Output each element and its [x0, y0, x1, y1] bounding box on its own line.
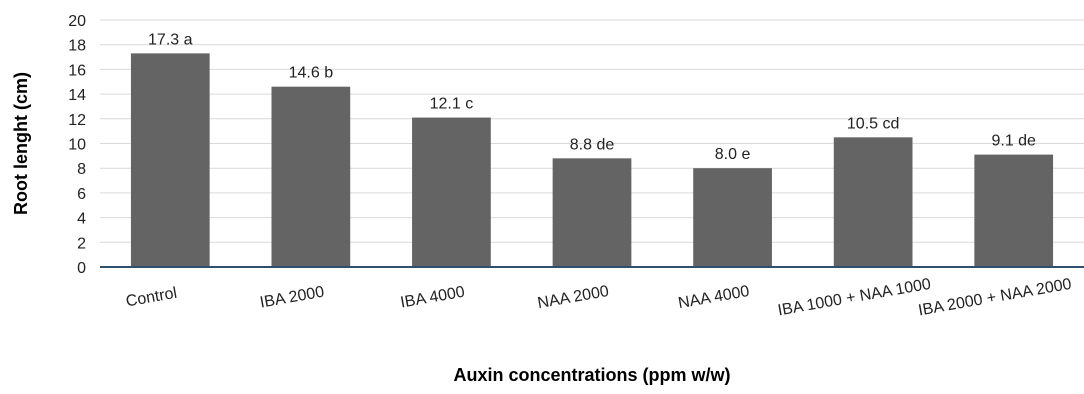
- y-axis-title: Root lenght (cm): [11, 72, 31, 215]
- y-tick-label: 20: [68, 13, 86, 30]
- bar: [552, 158, 632, 267]
- bar: [271, 86, 351, 267]
- gridlines: [100, 19, 1084, 243]
- data-label: 12.1 c: [430, 96, 474, 113]
- y-tick-label: 18: [68, 38, 86, 55]
- y-tick-label: 10: [68, 137, 86, 154]
- x-tick-label: IBA 2000: [259, 284, 326, 312]
- data-label: 10.5 cd: [847, 115, 899, 132]
- x-tick-labels: Control IBA 2000 IBA 4000 NAA 2000 NAA 4000 I…: [125, 276, 1073, 320]
- y-tick-label: 0: [77, 260, 86, 277]
- x-tick-label: NAA 2000: [536, 283, 610, 312]
- y-tick-label: 4: [77, 211, 86, 228]
- y-tick-label: 14: [68, 87, 86, 104]
- x-tick-label: IBA 2000 + NAA 2000: [917, 276, 1073, 320]
- data-label: 17.3 a: [148, 31, 193, 48]
- x-axis-title: Auxin concentrations (ppm w/w): [453, 365, 730, 385]
- bar: [693, 168, 772, 267]
- y-tick-label: 8: [77, 161, 86, 178]
- data-labels: 17.3 a 14.6 b 12.1 c 8.8 de 8.0 e 10.5 cd 9.1 …: [148, 31, 1036, 163]
- data-label: 9.1 de: [991, 133, 1036, 150]
- bar: [974, 154, 1054, 267]
- x-tick-label: IBA 1000 + NAA 1000: [776, 276, 932, 320]
- data-label: 8.8 de: [570, 136, 615, 153]
- y-tick-labels: 0 2 4 6 8 10 12 14 16 18 20: [68, 13, 86, 277]
- bar: [833, 137, 913, 267]
- y-tick-label: 6: [77, 186, 86, 203]
- data-label: 14.6 b: [289, 65, 334, 82]
- y-tick-label: 2: [77, 235, 86, 252]
- y-tick-label: 12: [68, 112, 86, 129]
- bars: [130, 53, 1054, 267]
- x-tick-label: Control: [125, 285, 179, 311]
- bar: [130, 53, 210, 267]
- x-tick-label: NAA 4000: [677, 283, 751, 312]
- data-label: 8.0 e: [715, 146, 751, 163]
- y-tick-label: 16: [68, 62, 86, 79]
- bar: [412, 117, 491, 267]
- x-tick-label: IBA 4000: [399, 284, 466, 312]
